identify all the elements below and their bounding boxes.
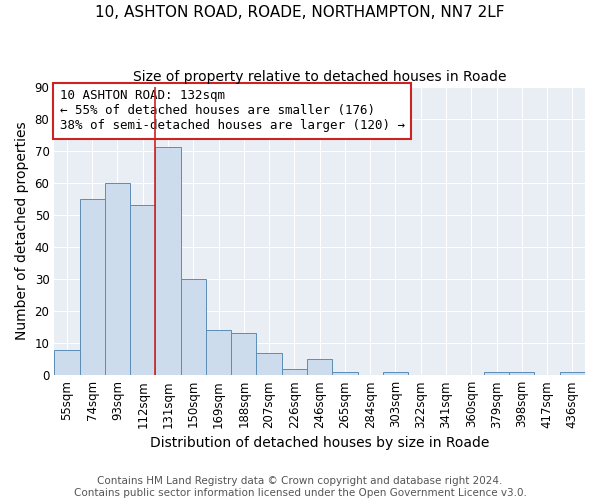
Bar bbox=[484, 372, 509, 375]
Bar bbox=[155, 148, 181, 375]
Bar bbox=[105, 183, 130, 375]
Bar bbox=[231, 334, 256, 375]
Title: Size of property relative to detached houses in Roade: Size of property relative to detached ho… bbox=[133, 70, 506, 84]
Y-axis label: Number of detached properties: Number of detached properties bbox=[15, 122, 29, 340]
Bar bbox=[509, 372, 535, 375]
Bar bbox=[256, 352, 282, 375]
Bar bbox=[80, 199, 105, 375]
X-axis label: Distribution of detached houses by size in Roade: Distribution of detached houses by size … bbox=[150, 436, 490, 450]
Bar bbox=[332, 372, 358, 375]
Bar bbox=[282, 369, 307, 375]
Text: Contains HM Land Registry data © Crown copyright and database right 2024.
Contai: Contains HM Land Registry data © Crown c… bbox=[74, 476, 526, 498]
Bar bbox=[206, 330, 231, 375]
Bar bbox=[181, 279, 206, 375]
Text: 10, ASHTON ROAD, ROADE, NORTHAMPTON, NN7 2LF: 10, ASHTON ROAD, ROADE, NORTHAMPTON, NN7… bbox=[95, 5, 505, 20]
Bar bbox=[307, 359, 332, 375]
Bar bbox=[383, 372, 408, 375]
Bar bbox=[54, 350, 80, 375]
Bar bbox=[130, 205, 155, 375]
Text: 10 ASHTON ROAD: 132sqm
← 55% of detached houses are smaller (176)
38% of semi-de: 10 ASHTON ROAD: 132sqm ← 55% of detached… bbox=[59, 90, 404, 132]
Bar bbox=[560, 372, 585, 375]
